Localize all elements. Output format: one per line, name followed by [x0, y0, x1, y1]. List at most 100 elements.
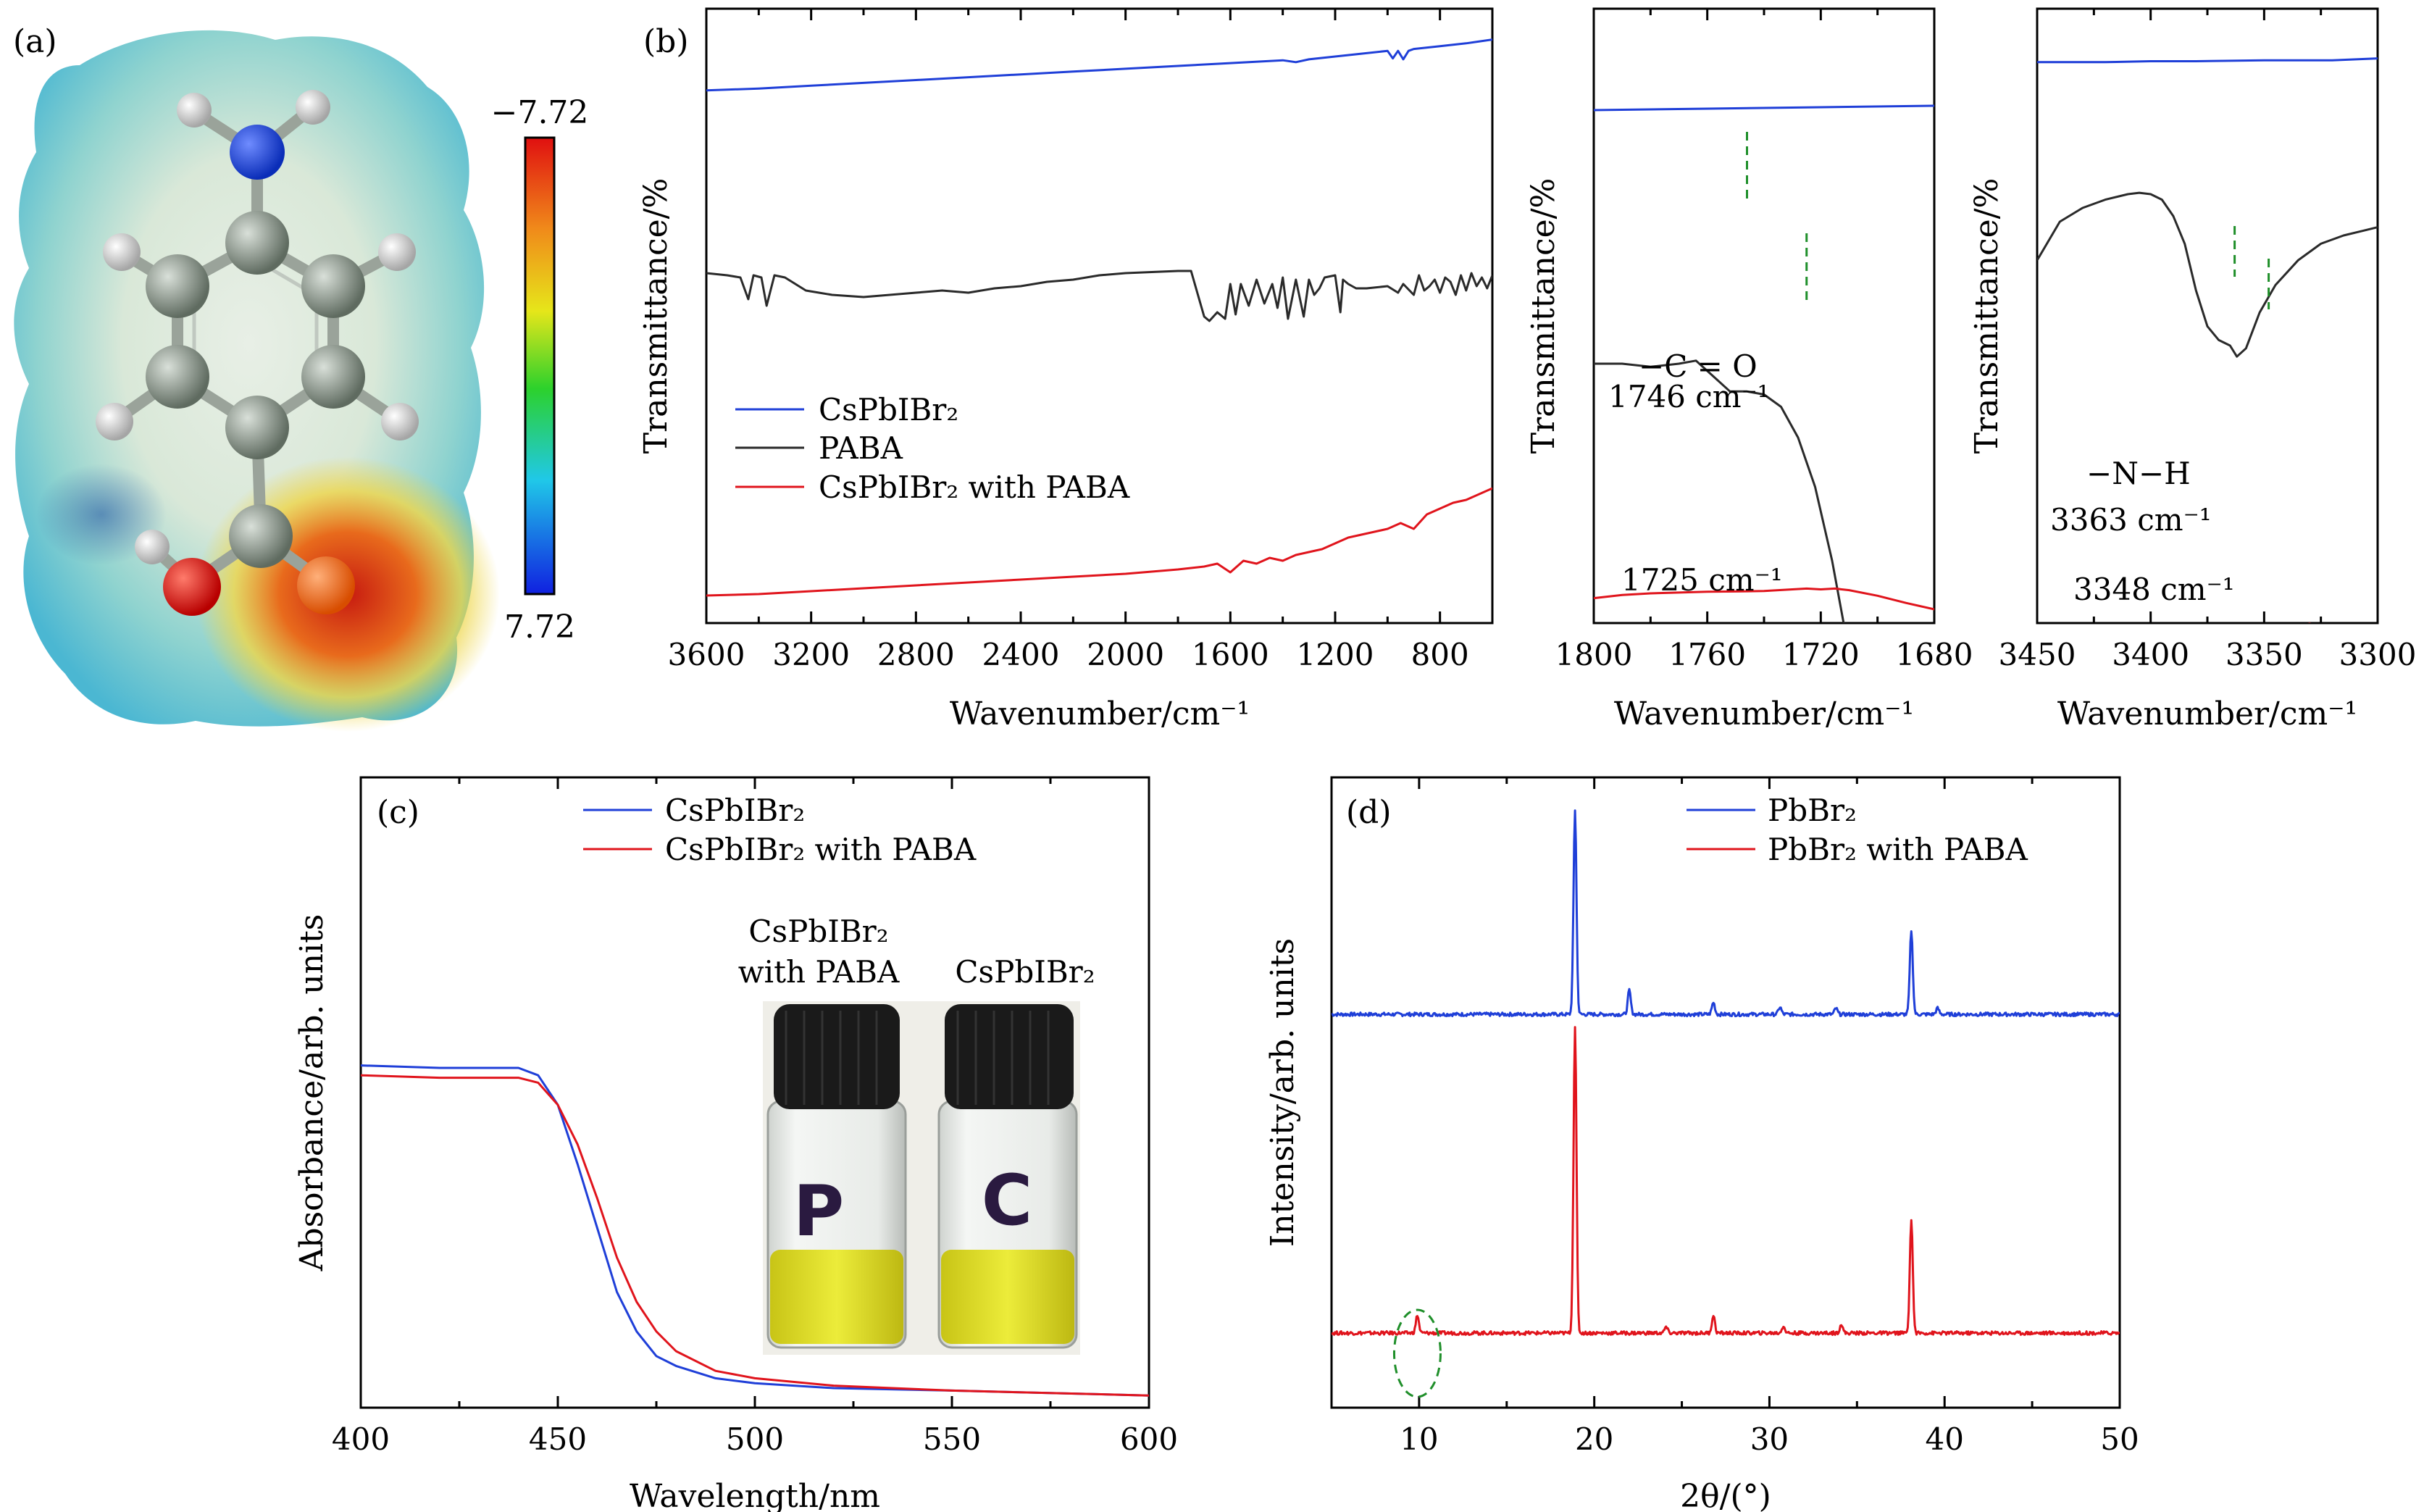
x-tick-label: 1200: [1297, 637, 1374, 672]
vial-right-cap-ridges: [956, 1011, 1050, 1105]
inset2-annotation-nh: −N−H: [2086, 456, 2191, 491]
x-tick-label: 3200: [772, 637, 850, 672]
x-tick-label: 550: [923, 1421, 981, 1457]
oxygen-atom: [163, 558, 221, 616]
vial-left-liquid: [770, 1250, 903, 1344]
inset2-annotation-3348: 3348 cm⁻¹: [2073, 572, 2235, 607]
legend-label-c-cspbibr2-paba: CsPbIBr₂ with PABA: [665, 832, 977, 867]
panel-b-inset1-axes: [1592, 7, 1936, 625]
series-line-b-inset2-cspbibr-with-paba: [2307, 622, 2312, 623]
legend-label-cspbibr2: CsPbIBr₂: [819, 392, 958, 427]
panel-b: (b) 3600 3200 2800 2400 2000 1600 1200 800 Wave…: [638, 7, 2417, 732]
photo-label-left-line2: with PABA: [738, 954, 900, 990]
x-tick-label: 30: [1750, 1421, 1789, 1457]
series-line-d-pbbr: [1332, 809, 2120, 1018]
highlight-ellipse: [1392, 1308, 1442, 1398]
legend-label-d-pbbr2: PbBr₂: [1768, 793, 1857, 828]
panel-a: (a): [13, 23, 588, 732]
series-line-b-inset1-cspbibr-with-paba: [1594, 587, 1934, 611]
panel-b-inset1-plot: 1800 1760 1720 1680: [1555, 9, 1973, 672]
photo-label-left-line1: CsPbIBr₂: [748, 914, 888, 949]
vial-right-marker: C: [982, 1160, 1032, 1241]
x-tick-label: 40: [1925, 1421, 1963, 1457]
esp-colorbar: [524, 136, 556, 596]
vial-left-cap: [774, 1004, 900, 1109]
x-tick-label: 50: [2100, 1421, 2139, 1457]
panel-a-label: (a): [13, 23, 57, 60]
inset1-annotation-1725: 1725 cm⁻¹: [1621, 562, 1783, 598]
vial-right-liquid: [941, 1250, 1074, 1344]
vial-left-cap-ridges: [785, 1011, 878, 1105]
panel-b-inset2-ylabel: Transmittance/%: [1968, 178, 2005, 454]
x-tick-label: 3600: [668, 637, 745, 672]
series-line-b-main-cspbibr-with-paba: [706, 487, 1492, 597]
hydrogen-atom: [296, 90, 330, 125]
x-tick-label: 1800: [1555, 637, 1633, 672]
x-tick-label: 20: [1575, 1421, 1613, 1457]
vial-right: C: [937, 1004, 1078, 1349]
x-tick-label: 3300: [2339, 637, 2417, 672]
colorbar-min-label: 7.72: [504, 609, 575, 646]
vial-left: P: [766, 1004, 907, 1349]
panel-b-inset1-xlabel: Wavenumber/cm⁻¹: [1614, 696, 1914, 732]
panel-c-ylabel: Absorbance/arb. units: [293, 914, 330, 1272]
carbon-atom: [301, 254, 365, 318]
x-tick-label: 10: [1400, 1421, 1438, 1457]
esp-positive-region: [36, 464, 167, 565]
panel-b-main-plot: 3600 3200 2800 2400 2000 1600 1200 800: [668, 9, 1492, 672]
panel-b-main-xlabel: Wavenumber/cm⁻¹: [950, 696, 1250, 732]
panel-b-label: (b): [643, 23, 689, 60]
carbon-atom: [229, 504, 293, 568]
x-tick-label: 500: [726, 1421, 784, 1457]
x-tick-label: 3450: [1999, 637, 2076, 672]
series-line-b-main-paba: [706, 270, 1492, 322]
panel-b-inset2-plot: 3450 3400 3350 3300: [1999, 9, 2417, 672]
inset2-annotation-3363: 3363 cm⁻¹: [2050, 502, 2212, 538]
series-line-b-main-cspbibr: [706, 38, 1492, 92]
series-line-b-inset2-cspbibr: [2037, 57, 2378, 64]
panel-c-legend: CsPbIBr₂ CsPbIBr₂ with PABA: [583, 793, 977, 867]
x-tick-label: 1760: [1668, 637, 1746, 672]
x-tick-label: 2400: [982, 637, 1060, 672]
x-tick-label: 2800: [877, 637, 955, 672]
panel-d-label: (d): [1346, 794, 1392, 831]
panel-d-xlabel: 2θ/(°): [1680, 1478, 1771, 1512]
carbon-atom: [225, 211, 289, 275]
inset1-annotation-co: −C = O: [1639, 348, 1758, 384]
x-tick-label: 450: [529, 1421, 587, 1457]
legend-label-c-cspbibr2: CsPbIBr₂: [665, 793, 805, 828]
vial-right-cap: [945, 1004, 1074, 1109]
series-line-c-cspbibr: [361, 1064, 1149, 1397]
carbon-atom: [225, 396, 289, 459]
legend-label-cspbibr2-paba: CsPbIBr₂ with PABA: [819, 469, 1130, 505]
x-tick-label: 800: [1411, 637, 1469, 672]
colorbar-max-label: −7.72: [491, 94, 589, 131]
x-tick-label: 600: [1120, 1421, 1178, 1457]
legend-label-paba: PABA: [819, 430, 903, 466]
panel-b-inset2-xlabel: Wavenumber/cm⁻¹: [2057, 696, 2357, 732]
panel-d-axes: [1330, 776, 2121, 1409]
x-tick-label: 3350: [2226, 637, 2303, 672]
panel-b-legend: CsPbIBr₂ PABA CsPbIBr₂ with PABA: [735, 392, 1130, 505]
hydrogen-atom: [103, 233, 141, 271]
vials-photo: CsPbIBr₂ with PABA CsPbIBr₂ P: [738, 914, 1095, 1355]
oxygen-atom: [297, 556, 355, 614]
series-line-b-inset1-cspbibr: [1594, 104, 1934, 112]
legend-label-d-pbbr2-paba: PbBr₂ with PABA: [1768, 832, 2028, 867]
panel-b-main-axes: [705, 7, 1494, 625]
inset1-annotation-1746: 1746 cm⁻¹: [1608, 379, 1770, 414]
panel-d-ylabel: Intensity/arb. units: [1264, 938, 1301, 1247]
x-tick-label: 3400: [2112, 637, 2189, 672]
series-line-b-inset1-paba: [1594, 359, 1845, 623]
panel-c: (c) 400 450 500 550 600 Wavelength/nm Absorb…: [293, 776, 1178, 1512]
x-tick-label: 1600: [1192, 637, 1269, 672]
hydrogen-atom: [96, 403, 133, 440]
molecule-esp-map-icon: [14, 30, 500, 732]
photo-label-right: CsPbIBr₂: [955, 954, 1095, 990]
panel-c-xlabel: Wavelength/nm: [630, 1478, 880, 1512]
panel-b-main-ylabel: Transmittance/%: [638, 178, 674, 454]
panel-c-label: (c): [377, 794, 419, 831]
vial-left-marker: P: [793, 1171, 844, 1252]
series-line-c-cspbibr-with-paba: [361, 1074, 1149, 1397]
